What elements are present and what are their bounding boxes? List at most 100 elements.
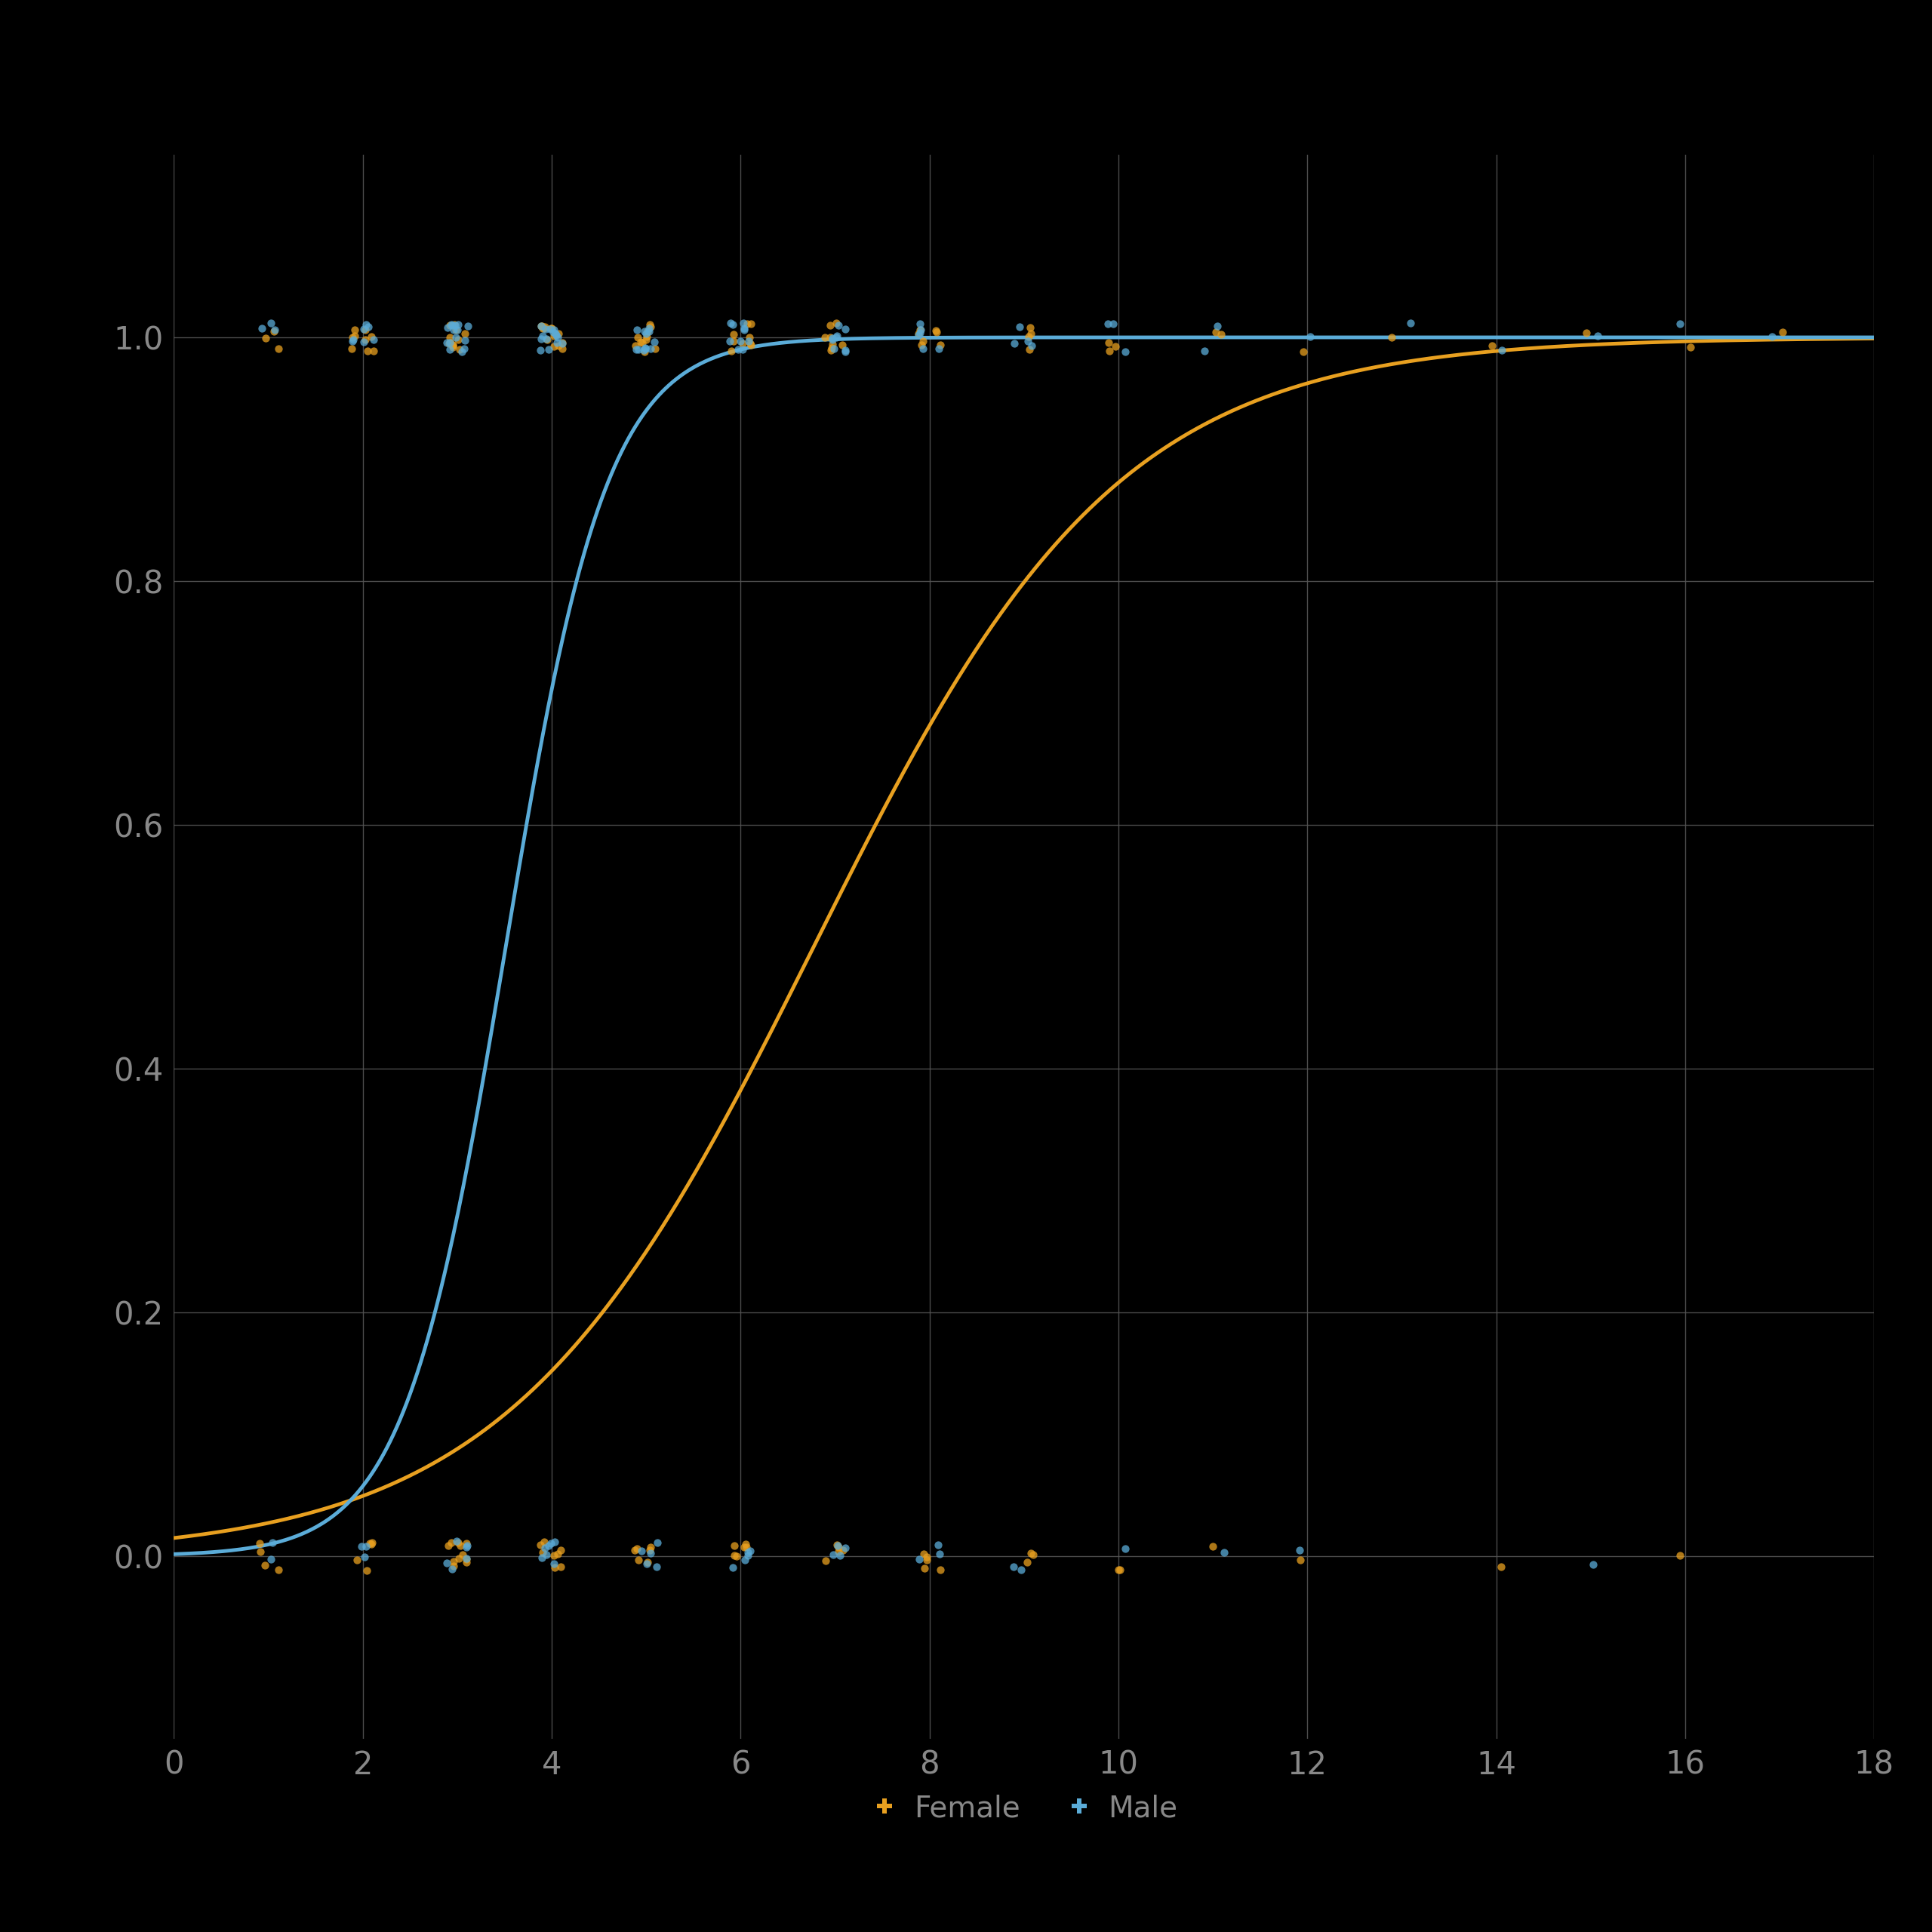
Point [636,311,667,342]
Point [624,334,655,365]
Point [730,1532,761,1563]
Point [1094,336,1124,367]
Point [259,315,290,346]
Point [908,327,939,357]
Point [440,315,471,346]
Point [263,332,294,363]
Point [338,323,369,354]
Point [717,309,748,340]
Point [547,328,578,359]
Point [1202,311,1233,342]
Point [632,1548,663,1578]
Point [531,323,562,354]
Point [350,315,381,346]
Point [622,1546,653,1577]
Point [636,1532,667,1563]
Point [1756,321,1787,352]
Point [817,1540,848,1571]
Point [350,325,381,355]
Point [1007,1555,1037,1586]
Point [736,307,767,338]
Point [728,313,759,344]
Point [435,321,466,352]
Point [541,321,572,352]
Point [732,1538,763,1569]
Point [636,1538,667,1569]
Point [1582,321,1613,352]
Point [450,325,481,355]
Point [527,1538,558,1569]
Point [255,1544,286,1575]
Point [630,317,661,348]
Point [1016,330,1047,361]
Point [636,332,667,363]
Point [1376,321,1406,352]
Point [437,1553,468,1584]
Point [821,321,852,352]
Point [632,317,663,348]
Point [442,315,473,346]
Point [439,1549,469,1580]
Point [543,319,574,350]
Point [442,1542,473,1573]
Point [925,1553,956,1584]
Point [1206,319,1236,350]
Point [529,311,560,342]
Point [439,1546,469,1577]
Point [1103,1553,1134,1584]
Point [529,1532,560,1563]
Point [1486,1551,1517,1582]
Point [823,1536,854,1567]
Point [357,1528,388,1559]
Point [1675,332,1706,363]
Point [1208,1538,1238,1569]
Point [641,1551,672,1582]
Point [904,309,935,340]
Point [829,1532,860,1563]
Point [717,336,748,367]
Point [450,319,481,350]
Point [249,323,280,354]
Point [435,327,466,357]
Point [925,330,956,361]
Point [1012,321,1043,352]
Point [997,1551,1028,1582]
Point [819,334,850,365]
Point [440,1526,471,1557]
Point [527,321,558,352]
Point [543,1538,574,1569]
Point [922,1530,952,1561]
Point [439,315,469,346]
Point [620,334,651,365]
Point [433,328,464,359]
Point [821,1528,852,1559]
Point [526,311,556,342]
Point [1571,317,1602,348]
Point [535,313,566,344]
Point [1012,327,1043,357]
Point [431,1548,462,1578]
Point [732,309,763,340]
Point [999,328,1030,359]
Point [547,327,578,357]
Point [431,327,462,357]
Point [533,334,564,365]
Point [531,1540,562,1571]
Point [255,307,286,338]
Point [547,334,578,365]
Point [348,327,379,357]
Point [526,325,556,355]
Point [728,307,759,338]
Point [352,1555,383,1586]
Point [817,323,848,354]
Point [1092,309,1122,340]
Point [823,1530,854,1561]
Point [446,336,477,367]
Point [263,1555,294,1586]
Point [630,334,661,365]
Point [1289,336,1320,367]
Point [622,315,653,346]
Point [632,1548,663,1578]
Point [719,319,750,350]
Point [355,321,386,352]
